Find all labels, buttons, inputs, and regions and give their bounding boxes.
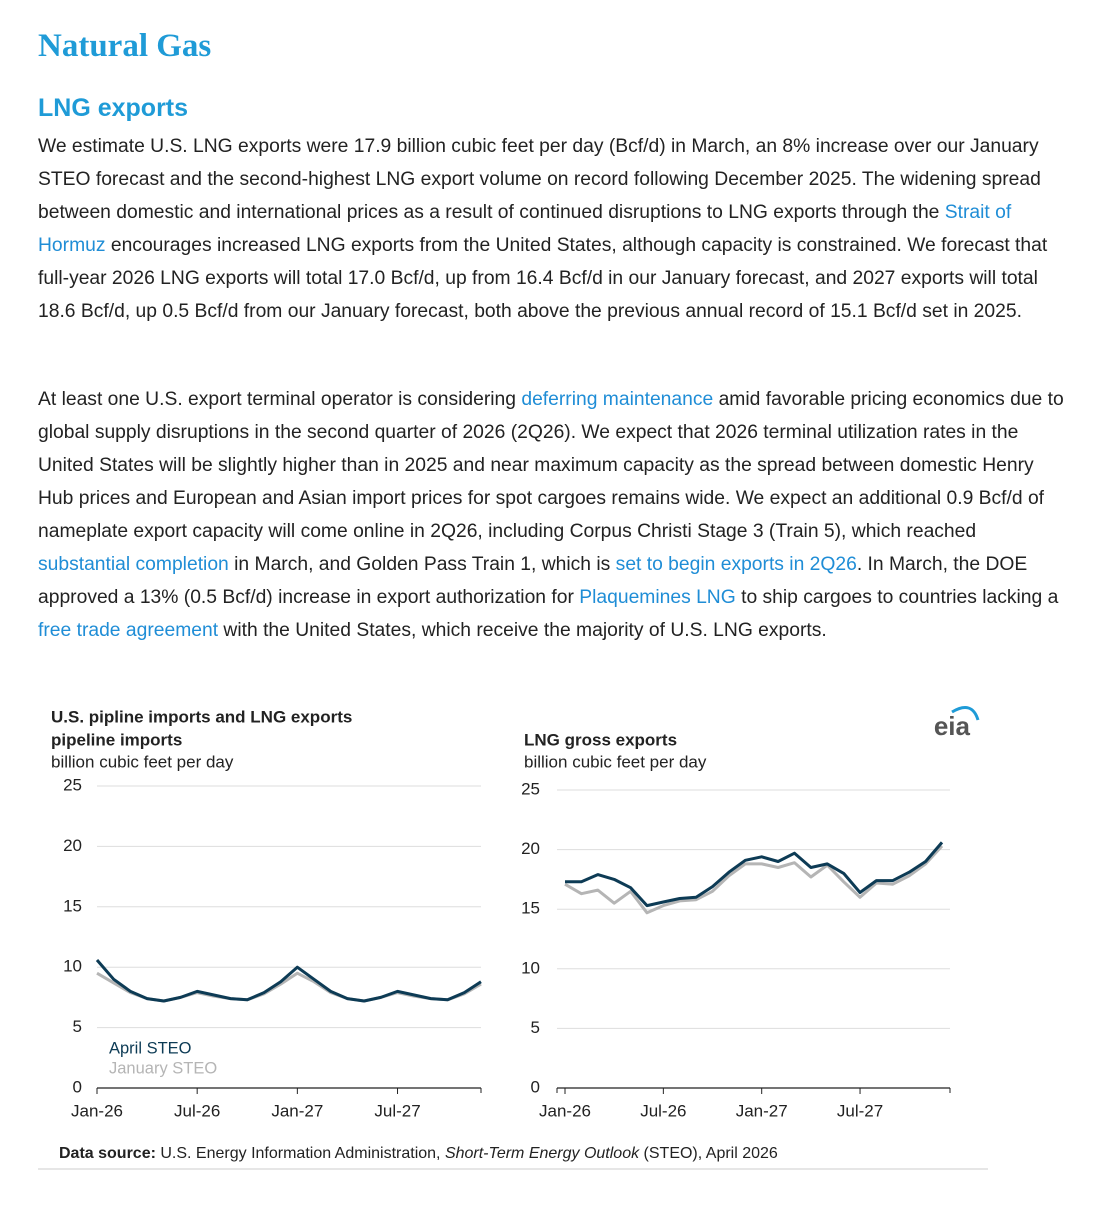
y-tick-label: 15 bbox=[521, 899, 540, 918]
legend-entry: April STEO bbox=[109, 1039, 192, 1057]
link[interactable]: set to begin exports in 2Q26 bbox=[615, 554, 857, 575]
logo: eia bbox=[934, 711, 971, 741]
y-axis-label: billion cubic feet per day bbox=[51, 752, 234, 771]
source-run: Data source: bbox=[59, 1145, 156, 1162]
link[interactable]: Plaquemines LNG bbox=[579, 587, 736, 608]
x-tick-label: Jan-26 bbox=[539, 1101, 591, 1120]
x-tick-label: Jul-26 bbox=[174, 1101, 220, 1120]
figure-title: U.S. pipline imports and LNG exports bbox=[51, 707, 352, 726]
y-tick-label: 20 bbox=[521, 839, 540, 858]
y-tick-label: 20 bbox=[63, 836, 82, 855]
y-tick-label: 10 bbox=[521, 958, 540, 977]
source-run: Short-Term Energy Outlook bbox=[444, 1145, 640, 1162]
link[interactable]: free trade agreement bbox=[38, 620, 219, 641]
x-tick-label: Jan-27 bbox=[736, 1101, 788, 1120]
y-tick-label: 0 bbox=[73, 1077, 82, 1096]
text-run: to ship cargoes to countries lacking a bbox=[735, 587, 1059, 608]
text-run: with the United States, which receive th… bbox=[218, 620, 827, 641]
section-heading: LNG exports bbox=[38, 94, 189, 122]
text-run: amid favorable pricing economics due to … bbox=[38, 389, 1064, 542]
x-tick-label: Jan-26 bbox=[71, 1101, 123, 1120]
link[interactable]: deferring maintenance bbox=[521, 389, 714, 410]
y-tick-label: 0 bbox=[531, 1077, 540, 1096]
text-run: encourages increased LNG exports from th… bbox=[38, 235, 1048, 322]
text-run: At least one U.S. export terminal operat… bbox=[38, 389, 522, 410]
series-line bbox=[565, 841, 944, 908]
y-tick-label: 25 bbox=[63, 775, 82, 794]
chart-title: pipeline imports bbox=[51, 730, 182, 749]
series-line bbox=[564, 844, 944, 915]
text-run: in March, and Golden Pass Train 1, which… bbox=[228, 554, 616, 575]
x-tick-label: Jan-27 bbox=[271, 1101, 323, 1120]
text-run: We estimate U.S. LNG exports were 17.9 b… bbox=[38, 136, 1041, 223]
legend-entry: January STEO bbox=[109, 1059, 217, 1077]
chart-title: LNG gross exports bbox=[524, 730, 677, 749]
y-tick-label: 10 bbox=[63, 957, 82, 976]
logo-swoosh bbox=[951, 706, 980, 721]
link[interactable]: substantial completion bbox=[38, 554, 229, 575]
page-title: Natural Gas bbox=[38, 28, 212, 64]
paragraph: At least one U.S. export terminal operat… bbox=[38, 383, 1073, 647]
paragraph: We estimate U.S. LNG exports were 17.9 b… bbox=[38, 130, 1073, 328]
series-line bbox=[95, 959, 482, 1003]
data-source: Data source: U.S. Energy Information Adm… bbox=[59, 1145, 778, 1163]
source-run: U.S. Energy Information Administration, bbox=[155, 1145, 445, 1162]
source-run: (STEO), April 2026 bbox=[639, 1145, 778, 1162]
text-run: . In March, the DOE approved a 13% (0.5 … bbox=[38, 554, 1028, 608]
link[interactable]: Strait of Hormuz bbox=[38, 202, 1012, 256]
y-tick-label: 5 bbox=[531, 1018, 540, 1037]
y-axis-label: billion cubic feet per day bbox=[524, 752, 707, 771]
y-tick-label: 5 bbox=[73, 1017, 82, 1036]
x-tick-label: Jul-26 bbox=[640, 1101, 686, 1120]
y-tick-label: 25 bbox=[521, 779, 540, 798]
x-tick-label: Jul-27 bbox=[837, 1101, 883, 1120]
x-tick-label: Jul-27 bbox=[374, 1101, 420, 1120]
y-tick-label: 15 bbox=[63, 896, 82, 915]
